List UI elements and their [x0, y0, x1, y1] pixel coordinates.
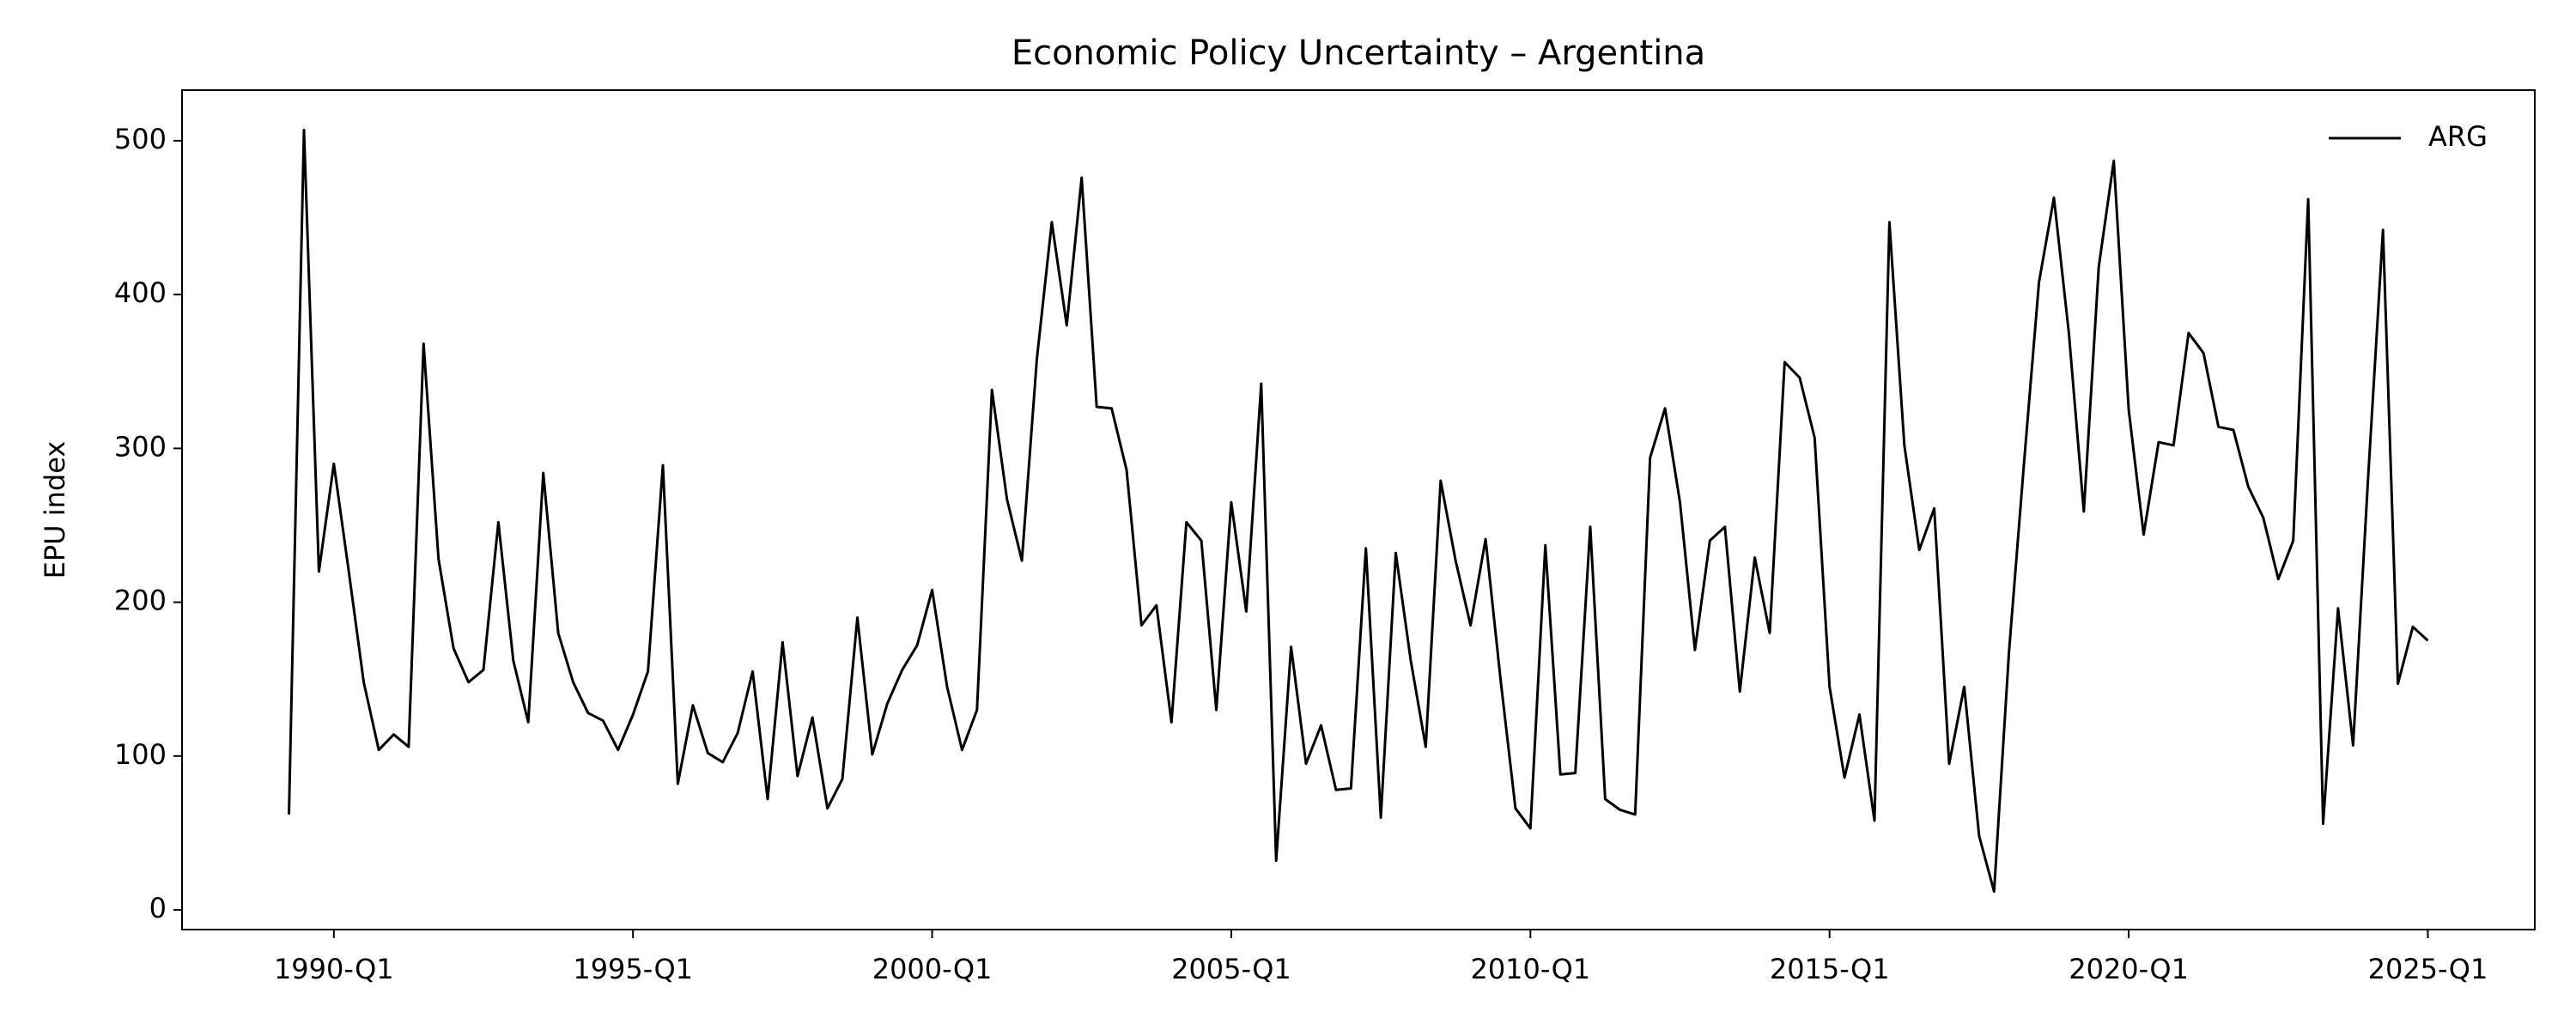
- y-tick-label: 100: [114, 738, 167, 771]
- y-tick-label: 0: [149, 892, 167, 924]
- x-tick-label: 2020-Q1: [2069, 953, 2189, 985]
- y-axis-label: EPU index: [39, 441, 71, 579]
- x-tick-label: 2000-Q1: [872, 953, 993, 985]
- x-tick-label: 2010-Q1: [1470, 953, 1590, 985]
- x-tick-label: 1995-Q1: [573, 953, 693, 985]
- y-tick-label: 200: [114, 585, 167, 617]
- y-tick-label: 400: [114, 276, 167, 309]
- y-tick-label: 300: [114, 430, 167, 463]
- legend-label: ARG: [2428, 120, 2488, 153]
- y-tick-label: 500: [114, 123, 167, 155]
- x-tick-label: 2015-Q1: [1770, 953, 1890, 985]
- x-tick-label: 2025-Q1: [2368, 953, 2488, 985]
- chart-title: Economic Policy Uncertainty – Argentina: [1012, 33, 1705, 73]
- plot-frame: [181, 89, 2536, 930]
- data-line: [288, 128, 2429, 894]
- x-tick-label: 1990-Q1: [274, 953, 394, 985]
- x-tick-label: 2005-Q1: [1171, 953, 1291, 985]
